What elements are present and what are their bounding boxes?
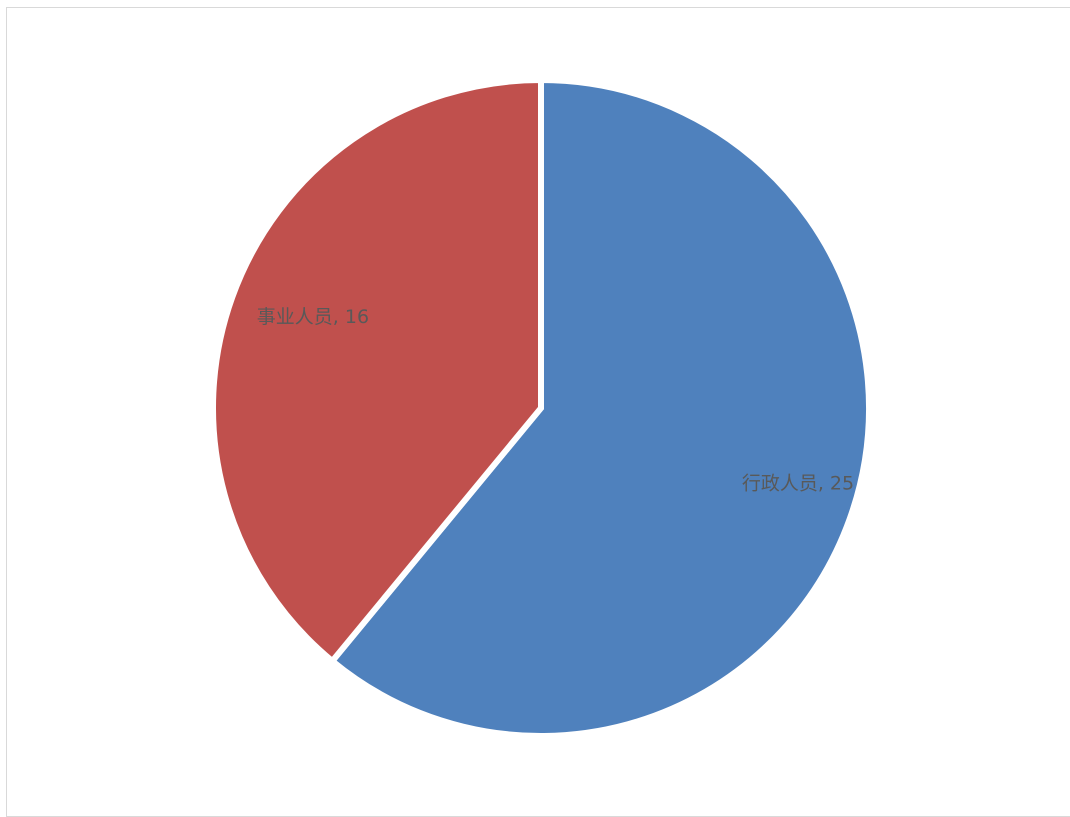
data-label-slice-1: 行政人员, 25 xyxy=(742,472,854,494)
pie-slice-2 xyxy=(210,76,544,666)
pie-slices xyxy=(210,76,872,739)
pie-slice-1 xyxy=(328,76,872,739)
data-label-slice-2: 事业人员, 16 xyxy=(257,306,369,328)
pie-data-labels: 行政人员, 25 事业人员, 16 xyxy=(257,306,854,494)
